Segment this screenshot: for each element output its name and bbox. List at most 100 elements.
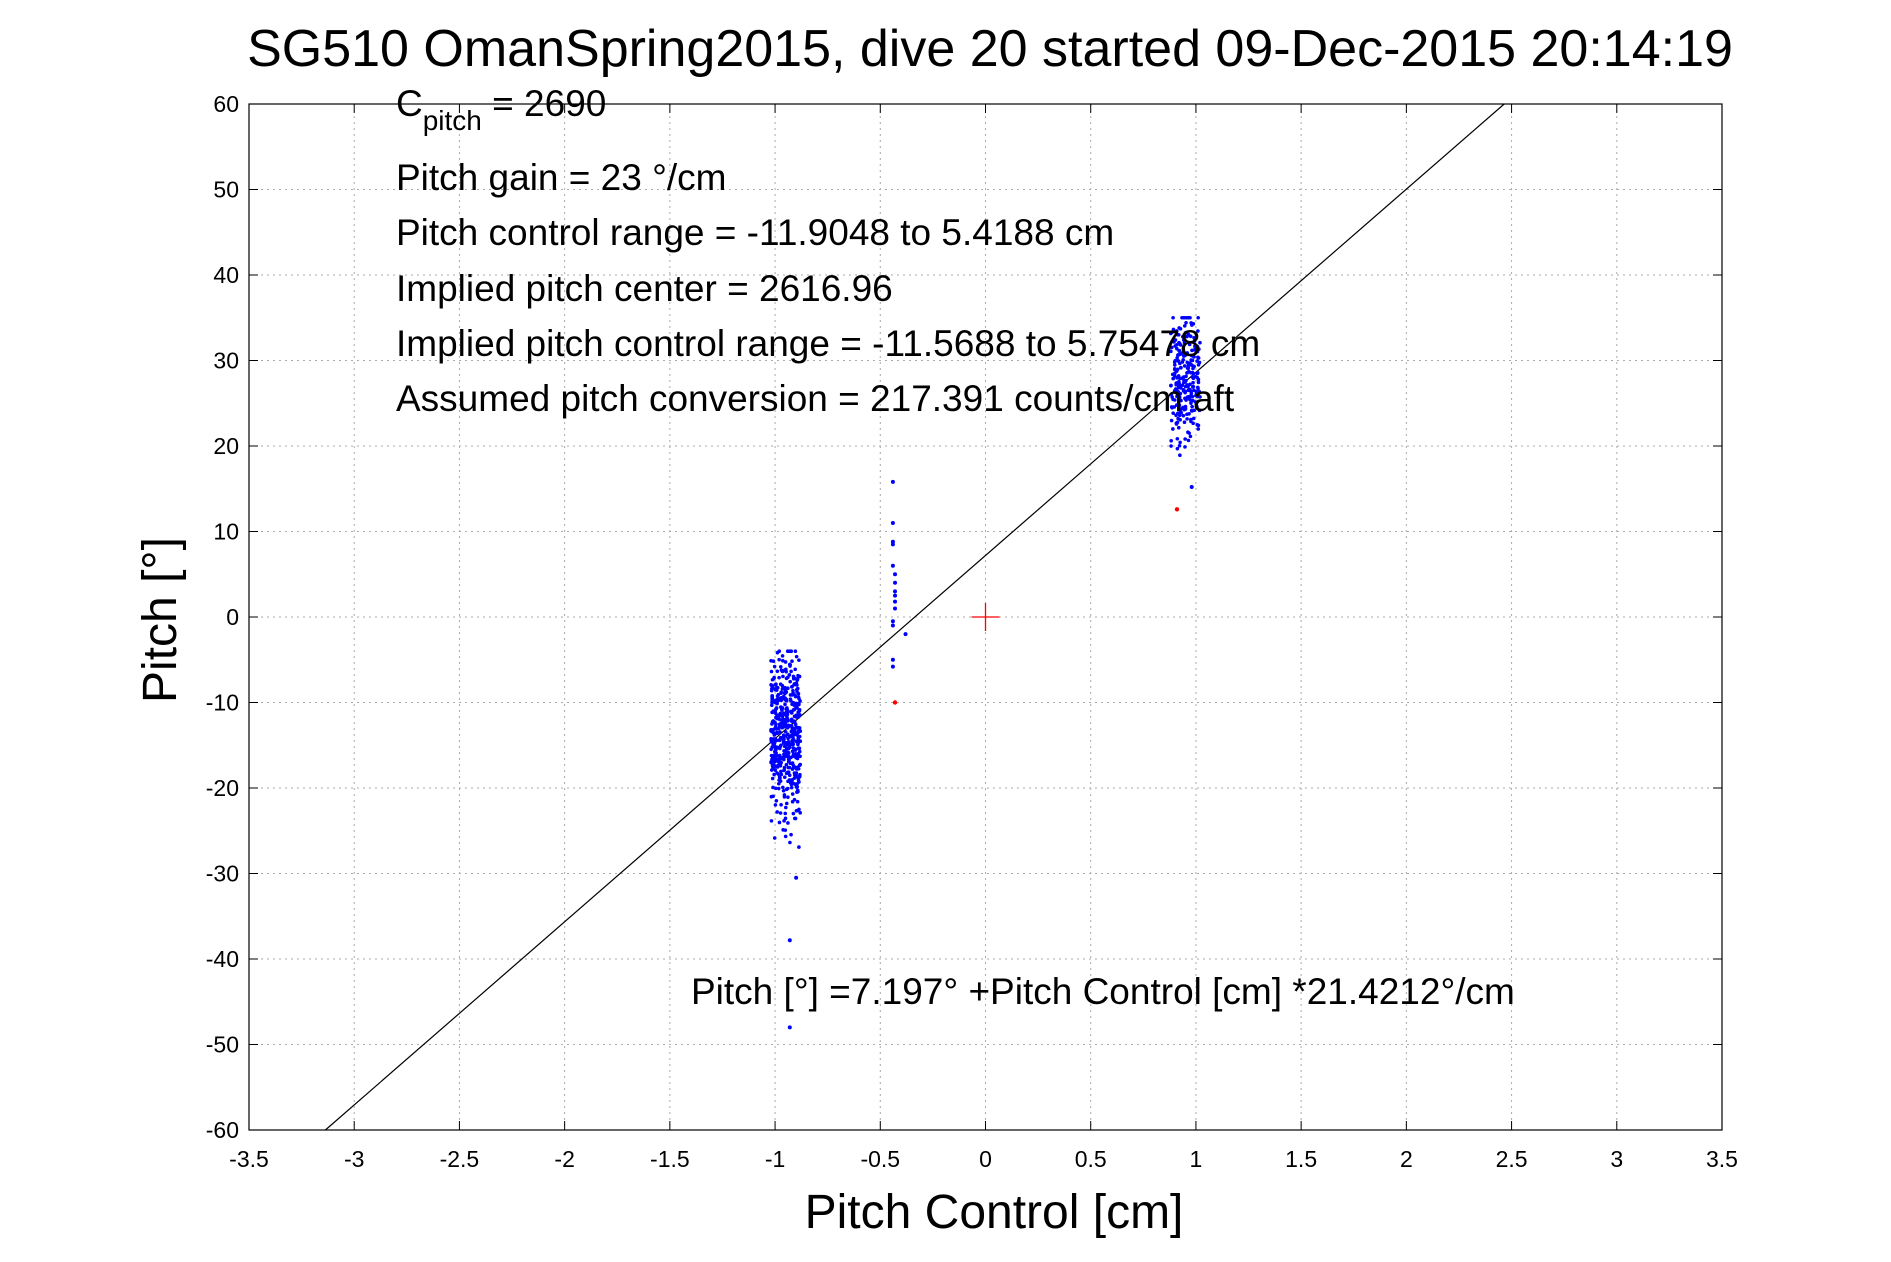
data-point — [792, 776, 797, 780]
data-point — [777, 775, 782, 779]
data-point — [1169, 438, 1173, 443]
y-tick-label: 40 — [213, 262, 239, 288]
data-point — [782, 733, 786, 738]
data-point — [786, 719, 790, 723]
data-point — [788, 780, 793, 785]
data-point — [1171, 376, 1175, 381]
data-point — [793, 752, 798, 756]
y-tick-label: 20 — [213, 433, 239, 459]
data-point — [1172, 363, 1177, 367]
data-point — [789, 710, 794, 715]
data-point — [794, 875, 799, 880]
data-point — [782, 819, 786, 823]
data-point — [779, 802, 783, 807]
data-point — [1196, 356, 1201, 360]
data-point — [782, 765, 787, 770]
data-point — [776, 692, 781, 697]
data-point — [788, 734, 792, 739]
data-point — [1173, 358, 1178, 363]
data-point — [1175, 446, 1180, 451]
data-point — [795, 689, 799, 694]
data-point — [798, 810, 803, 815]
y-axis-label: Pitch [°] — [134, 537, 187, 703]
plot-frame — [248, 103, 1723, 1131]
data-point — [777, 778, 781, 782]
data-point — [1177, 413, 1182, 418]
data-point — [1175, 367, 1180, 372]
data-point — [1175, 394, 1179, 399]
data-point — [793, 748, 798, 752]
data-point — [793, 701, 797, 706]
data-point — [893, 580, 898, 585]
data-point — [787, 773, 792, 778]
data-point — [893, 589, 898, 594]
data-point — [1174, 329, 1179, 333]
data-point — [1196, 329, 1200, 333]
data-point — [1171, 411, 1175, 415]
data-point — [780, 658, 785, 663]
data-point — [781, 785, 785, 790]
data-point — [1177, 403, 1182, 408]
data-point — [797, 734, 802, 739]
data-point — [797, 708, 802, 712]
data-point — [890, 479, 895, 484]
data-point — [890, 664, 895, 669]
data-point — [890, 542, 895, 547]
data-point — [777, 781, 781, 786]
data-point — [786, 686, 790, 691]
data-point — [789, 719, 794, 723]
data-point — [1170, 330, 1174, 335]
data-point — [1194, 391, 1199, 396]
data-point — [783, 729, 788, 734]
data-point — [780, 669, 785, 673]
data-point — [770, 696, 775, 700]
data-point — [1182, 340, 1187, 345]
data-point — [1181, 380, 1186, 385]
data-point — [772, 759, 777, 764]
data-point — [1175, 342, 1179, 347]
data-point — [782, 690, 787, 695]
data-point — [1169, 405, 1174, 409]
data-point — [795, 784, 800, 789]
data-point — [774, 799, 779, 803]
data-point — [789, 649, 794, 653]
data-point — [1184, 330, 1188, 335]
x-tick-label: 3.5 — [1706, 1146, 1738, 1172]
y-tick-label: -30 — [206, 861, 239, 887]
data-point — [771, 785, 775, 790]
data-point — [1192, 339, 1197, 343]
data-point — [1183, 406, 1188, 410]
data-point — [777, 657, 781, 662]
data-point — [779, 769, 783, 774]
data-point — [777, 738, 782, 743]
data-point — [778, 730, 782, 734]
data-point — [1169, 392, 1174, 397]
data-point — [1184, 398, 1188, 402]
data-point — [1193, 344, 1198, 349]
data-point — [796, 742, 800, 747]
data-point — [782, 724, 787, 729]
data-point — [797, 754, 802, 758]
data-point — [1173, 387, 1178, 391]
data-point — [1191, 371, 1196, 376]
data-point — [1175, 436, 1180, 441]
data-point — [796, 746, 801, 750]
data-point — [1171, 327, 1176, 332]
data-point — [773, 803, 778, 807]
data-point — [1191, 416, 1196, 421]
data-point — [769, 760, 773, 765]
data-point — [773, 768, 778, 772]
data-point — [1196, 377, 1201, 382]
data-point — [1196, 385, 1200, 390]
data-point — [797, 749, 802, 754]
data-point — [783, 660, 788, 664]
data-point — [1196, 380, 1201, 385]
data-point — [1182, 324, 1187, 328]
data-point — [784, 762, 789, 767]
data-point — [777, 820, 782, 825]
c-pitch-annotation: Cpitch = 2690 — [396, 83, 606, 136]
data-point — [1183, 437, 1187, 441]
data-point — [1186, 396, 1191, 400]
data-point — [1181, 357, 1186, 362]
data-point — [774, 722, 778, 726]
